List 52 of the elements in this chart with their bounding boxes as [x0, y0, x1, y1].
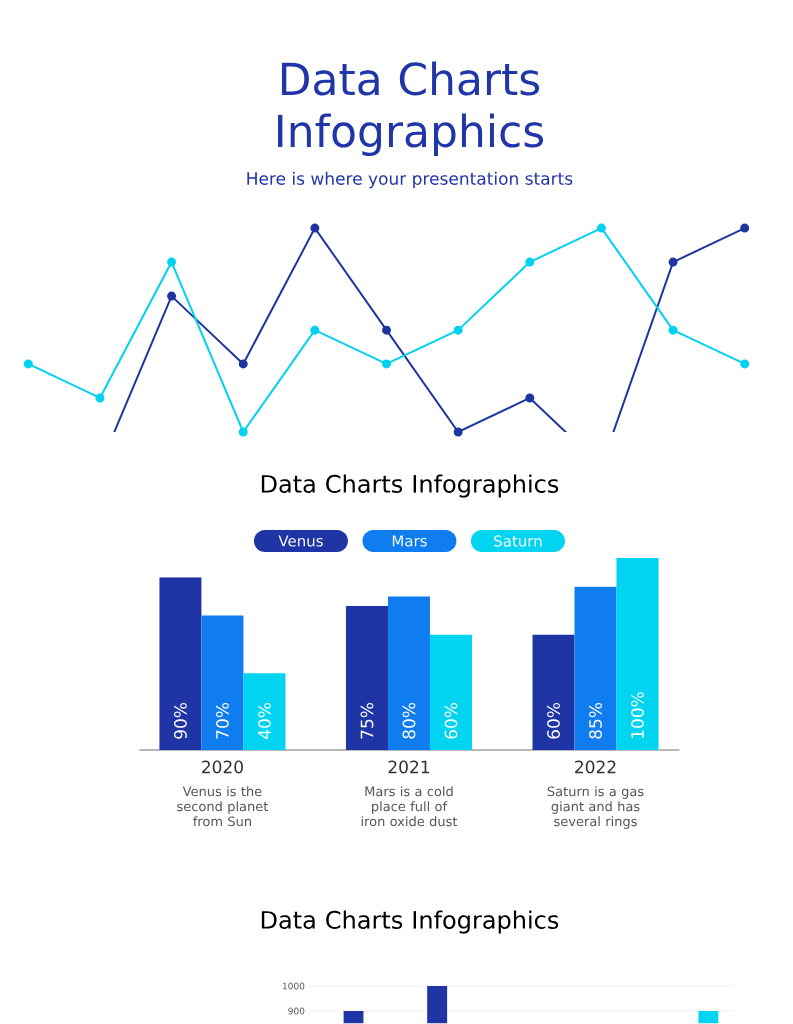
- chart-title: Data Charts Infographics: [261, 474, 558, 498]
- data-label: 90%: [173, 702, 187, 739]
- text: Mars is a cold place full of iron oxide dust: [361, 786, 457, 827]
- data-label: 100%: [630, 692, 644, 738]
- point: [453, 427, 463, 437]
- point: [310, 223, 320, 233]
- chart-title: Data Charts Infographics: [277, 61, 543, 157]
- point: [166, 291, 176, 301]
- data-label: 75%: [360, 702, 374, 739]
- y-tick-label: 1000: [282, 982, 305, 990]
- data-label: 70%: [215, 702, 229, 739]
- bar: [243, 673, 286, 750]
- bar: [345, 605, 388, 750]
- data-label: 60%: [546, 702, 560, 739]
- point: [453, 325, 463, 335]
- point: [95, 393, 105, 403]
- data-label: 40%: [257, 702, 271, 739]
- bar: [532, 634, 575, 750]
- point: [740, 359, 750, 369]
- point: [238, 427, 248, 437]
- bar: [574, 586, 617, 750]
- point: [740, 223, 750, 233]
- point: [668, 257, 678, 267]
- x-tick-label: 2021: [388, 760, 429, 774]
- bar: [159, 577, 202, 750]
- chart-subtitle: Here is where your presentation starts: [247, 171, 573, 189]
- y-tick-label: 900: [288, 1007, 305, 1015]
- point: [166, 257, 176, 267]
- point: [668, 325, 678, 335]
- x-tick-label: 2022: [574, 760, 616, 774]
- point: [381, 359, 391, 369]
- text: Venus is the second planet from Sun: [176, 786, 268, 827]
- text: Saturn: [493, 535, 542, 547]
- text: Mars: [392, 535, 427, 547]
- text: Saturn is a gas giant and has several rings: [547, 786, 644, 829]
- x-tick-label: 2020: [201, 760, 243, 774]
- point: [596, 223, 606, 233]
- bar: [429, 634, 472, 750]
- bar: [201, 615, 244, 750]
- chart-title: Data Charts Infographics: [261, 910, 558, 934]
- data-label: 85%: [588, 702, 602, 739]
- point: [525, 257, 535, 267]
- point: [525, 393, 535, 403]
- bar: [387, 596, 430, 750]
- point: [238, 359, 248, 369]
- text: Venus: [278, 535, 323, 547]
- data-label: 60%: [444, 702, 458, 739]
- point: [310, 325, 320, 335]
- point: [23, 359, 33, 369]
- data-label: 80%: [402, 702, 416, 739]
- bar: [616, 557, 659, 750]
- point: [381, 325, 391, 335]
